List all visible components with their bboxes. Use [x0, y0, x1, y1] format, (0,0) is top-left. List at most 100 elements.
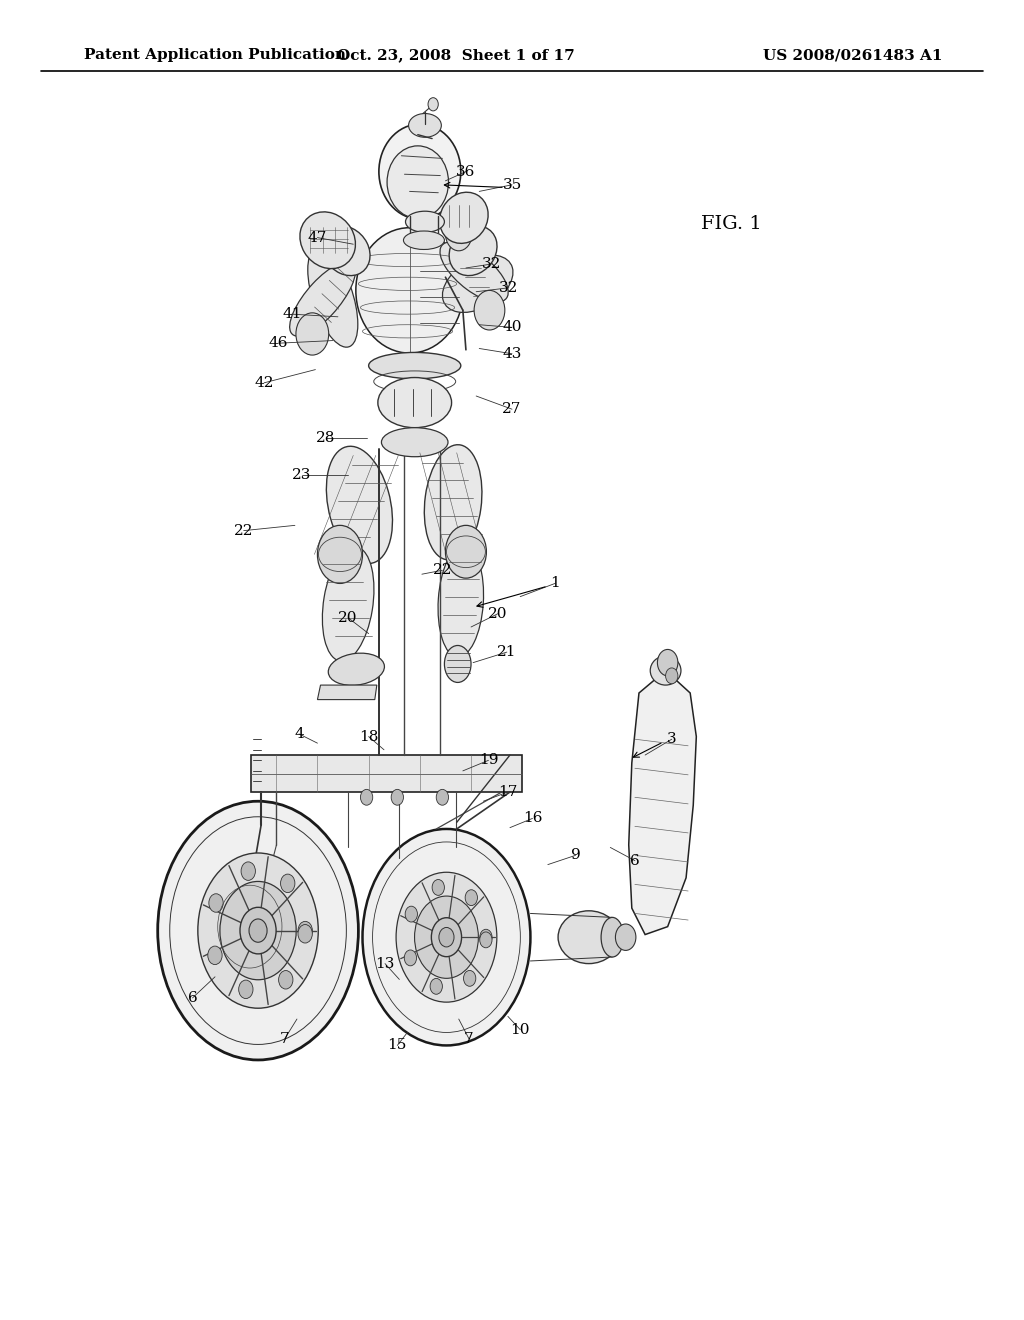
Text: 13: 13: [376, 957, 394, 970]
Text: 10: 10: [510, 1023, 530, 1036]
Ellipse shape: [290, 261, 355, 337]
Circle shape: [436, 789, 449, 805]
Circle shape: [445, 216, 472, 251]
Circle shape: [415, 896, 478, 978]
Text: US 2008/0261483 A1: US 2008/0261483 A1: [763, 49, 942, 62]
Text: 6: 6: [630, 854, 640, 867]
Ellipse shape: [440, 242, 508, 302]
Circle shape: [281, 874, 295, 892]
Text: 6: 6: [187, 991, 198, 1005]
Polygon shape: [251, 755, 522, 792]
Circle shape: [198, 853, 318, 1008]
Circle shape: [615, 924, 636, 950]
Polygon shape: [629, 671, 696, 935]
Circle shape: [209, 894, 223, 912]
Text: Oct. 23, 2008  Sheet 1 of 17: Oct. 23, 2008 Sheet 1 of 17: [337, 49, 574, 62]
Text: 21: 21: [497, 645, 517, 659]
Text: 40: 40: [502, 321, 522, 334]
Text: 9: 9: [570, 849, 581, 862]
Circle shape: [431, 917, 462, 957]
Text: 32: 32: [500, 281, 518, 294]
Ellipse shape: [323, 226, 370, 276]
Circle shape: [430, 978, 442, 994]
Ellipse shape: [387, 147, 449, 218]
Text: FIG. 1: FIG. 1: [701, 215, 762, 234]
Text: Patent Application Publication: Patent Application Publication: [84, 49, 346, 62]
Circle shape: [404, 950, 417, 966]
Circle shape: [479, 932, 492, 948]
Text: 4: 4: [294, 727, 304, 741]
Text: 47: 47: [308, 231, 327, 244]
Circle shape: [666, 668, 678, 684]
Circle shape: [158, 801, 358, 1060]
Ellipse shape: [650, 656, 681, 685]
Text: 41: 41: [282, 308, 302, 321]
Ellipse shape: [379, 124, 461, 219]
Text: 7: 7: [464, 1032, 474, 1045]
Circle shape: [296, 313, 329, 355]
Text: 16: 16: [522, 812, 543, 825]
Text: 19: 19: [478, 754, 499, 767]
Ellipse shape: [424, 445, 482, 560]
Ellipse shape: [409, 114, 441, 137]
Circle shape: [360, 789, 373, 805]
Text: 35: 35: [503, 178, 521, 191]
Circle shape: [474, 290, 505, 330]
Ellipse shape: [601, 917, 624, 957]
Circle shape: [657, 649, 678, 676]
Circle shape: [391, 789, 403, 805]
Text: 7: 7: [280, 1032, 290, 1045]
Circle shape: [396, 873, 497, 1002]
Ellipse shape: [323, 546, 374, 661]
Ellipse shape: [439, 193, 488, 243]
Circle shape: [362, 829, 530, 1045]
Text: 23: 23: [293, 469, 311, 482]
Circle shape: [406, 907, 418, 923]
Circle shape: [241, 862, 255, 880]
Polygon shape: [317, 685, 377, 700]
Circle shape: [428, 98, 438, 111]
Ellipse shape: [308, 247, 357, 347]
Text: 46: 46: [268, 337, 289, 350]
Ellipse shape: [378, 378, 452, 428]
Ellipse shape: [442, 255, 513, 313]
Ellipse shape: [327, 446, 392, 564]
Circle shape: [239, 979, 253, 998]
Circle shape: [445, 525, 486, 578]
Text: 36: 36: [457, 165, 475, 178]
Circle shape: [298, 921, 312, 940]
Text: 3: 3: [667, 733, 677, 746]
Text: 20: 20: [487, 607, 508, 620]
Circle shape: [465, 890, 477, 906]
Ellipse shape: [403, 231, 444, 249]
Text: 22: 22: [233, 524, 254, 537]
Circle shape: [240, 907, 276, 954]
Ellipse shape: [369, 352, 461, 379]
Ellipse shape: [329, 653, 384, 685]
Ellipse shape: [438, 545, 483, 657]
Ellipse shape: [356, 227, 464, 352]
Text: 28: 28: [316, 432, 335, 445]
Circle shape: [480, 929, 493, 945]
Text: 32: 32: [482, 257, 501, 271]
Circle shape: [464, 970, 476, 986]
Ellipse shape: [444, 645, 471, 682]
Ellipse shape: [406, 211, 444, 232]
Circle shape: [439, 928, 454, 946]
Circle shape: [317, 525, 362, 583]
Circle shape: [432, 879, 444, 895]
Ellipse shape: [300, 213, 355, 268]
Text: 1: 1: [550, 577, 560, 590]
Circle shape: [298, 924, 312, 942]
Ellipse shape: [382, 428, 449, 457]
Text: 43: 43: [503, 347, 521, 360]
Text: 20: 20: [338, 611, 358, 624]
Text: 18: 18: [359, 730, 378, 743]
Text: 17: 17: [499, 785, 517, 799]
Ellipse shape: [450, 226, 497, 276]
Circle shape: [279, 970, 293, 989]
Text: 42: 42: [254, 376, 274, 389]
Circle shape: [220, 882, 296, 979]
Circle shape: [208, 946, 222, 965]
Text: 15: 15: [388, 1039, 407, 1052]
